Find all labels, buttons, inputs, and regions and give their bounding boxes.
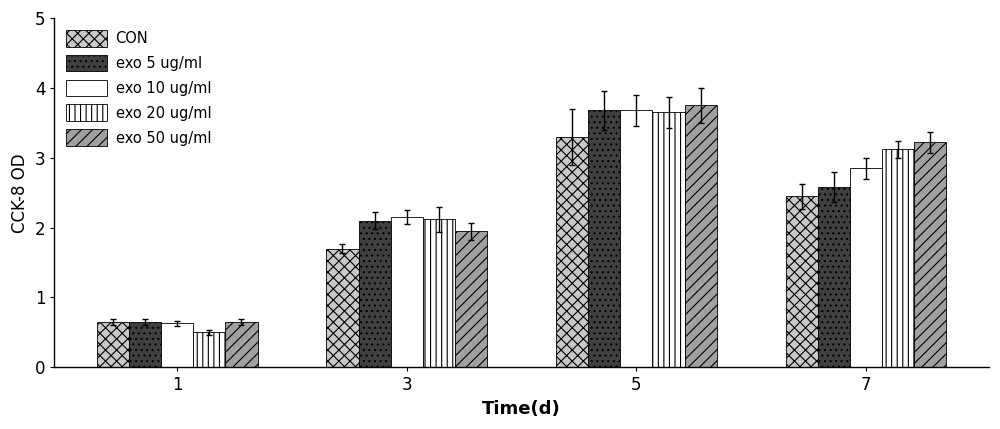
Bar (882, 149, 914, 367)
Bar (193, 332, 225, 367)
Bar (225, 322, 258, 367)
Bar (391, 217, 423, 367)
Y-axis label: CCK-8 OD: CCK-8 OD (11, 153, 29, 233)
Bar (556, 137, 588, 367)
Bar (97, 322, 129, 367)
Bar (786, 196, 818, 367)
X-axis label: Time(d): Time(d) (482, 400, 561, 418)
Bar (818, 187, 850, 367)
Bar (914, 142, 946, 367)
Legend: CON, exo 5 ug/ml, exo 10 ug/ml, exo 20 ug/ml, exo 50 ug/ml: CON, exo 5 ug/ml, exo 10 ug/ml, exo 20 u… (62, 25, 216, 151)
Bar (423, 219, 455, 367)
Bar (129, 322, 161, 367)
Bar (326, 248, 359, 367)
Bar (588, 110, 620, 367)
Bar (161, 323, 193, 367)
Bar (850, 168, 882, 367)
Bar (652, 112, 685, 367)
Bar (455, 231, 487, 367)
Bar (359, 221, 391, 367)
Bar (620, 110, 652, 367)
Bar (685, 106, 717, 367)
